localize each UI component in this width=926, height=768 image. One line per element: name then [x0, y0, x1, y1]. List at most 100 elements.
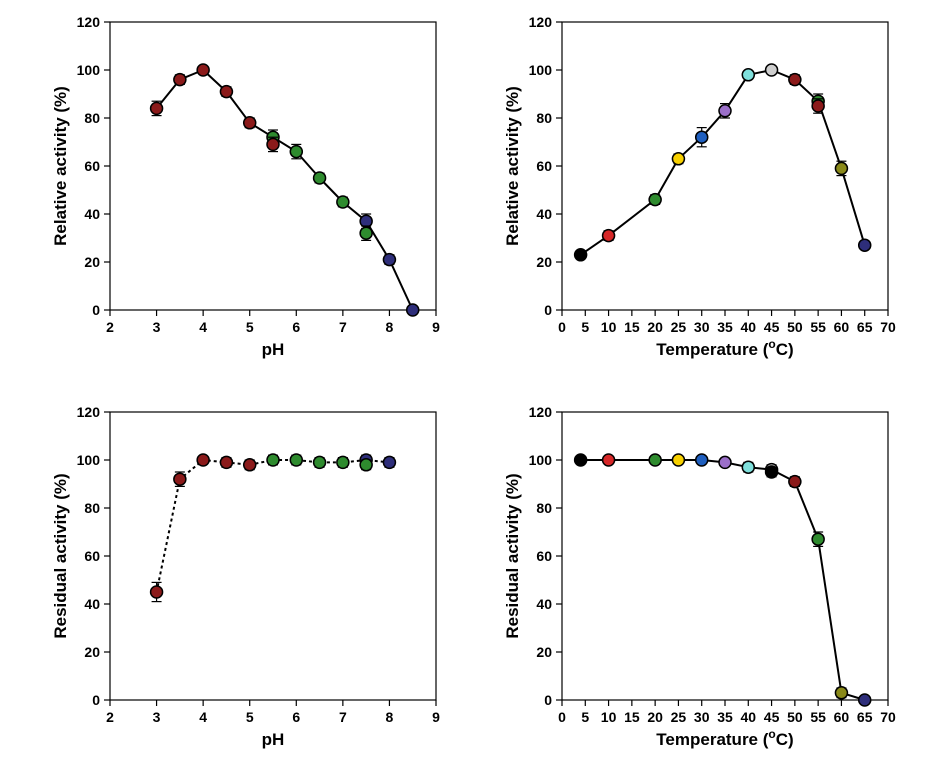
chart-svg: 23456789020406080100120pHRelative activi…: [48, 10, 448, 370]
y-tick-label: 60: [536, 548, 552, 564]
y-tick-label: 80: [536, 500, 552, 516]
y-tick-label: 20: [536, 254, 552, 270]
data-point: [383, 254, 395, 266]
data-point: [383, 456, 395, 468]
x-tick-label: 3: [153, 709, 161, 725]
y-tick-label: 60: [84, 548, 100, 564]
series-line: [157, 70, 413, 310]
data-point: [719, 105, 731, 117]
x-tick-label: 45: [764, 709, 780, 725]
x-tick-label: 35: [717, 319, 733, 335]
data-point: [244, 459, 256, 471]
x-axis-title: Temperature (oC): [656, 337, 793, 359]
data-point: [859, 694, 871, 706]
x-tick-label: 25: [671, 319, 687, 335]
data-point: [812, 533, 824, 545]
y-tick-label: 20: [84, 644, 100, 660]
x-tick-label: 60: [834, 709, 850, 725]
data-point: [575, 454, 587, 466]
data-point: [575, 249, 587, 261]
data-point: [812, 100, 824, 112]
data-point: [314, 172, 326, 184]
data-point: [151, 586, 163, 598]
data-point: [766, 64, 778, 76]
x-tick-label: 5: [581, 319, 589, 335]
chart-svg: 0510152025303540455055606570020406080100…: [500, 10, 900, 370]
data-point: [267, 138, 279, 150]
x-tick-label: 25: [671, 709, 687, 725]
x-tick-label: 40: [740, 319, 756, 335]
y-tick-label: 100: [529, 62, 553, 78]
x-tick-label: 10: [601, 709, 617, 725]
x-tick-label: 65: [857, 709, 873, 725]
x-tick-label: 3: [153, 319, 161, 335]
x-tick-label: 50: [787, 709, 803, 725]
x-axis-title: pH: [262, 340, 285, 359]
x-tick-label: 30: [694, 709, 710, 725]
x-tick-label: 10: [601, 319, 617, 335]
x-tick-label: 30: [694, 319, 710, 335]
data-point: [603, 230, 615, 242]
data-point: [360, 459, 372, 471]
chart-svg: 23456789020406080100120pHResidual activi…: [48, 400, 448, 760]
x-tick-label: 8: [386, 319, 394, 335]
x-tick-label: 0: [558, 319, 566, 335]
data-point: [789, 476, 801, 488]
panel-ph-relative: 23456789020406080100120pHRelative activi…: [48, 10, 448, 370]
data-point: [197, 64, 209, 76]
x-tick-label: 7: [339, 709, 347, 725]
y-tick-label: 120: [77, 404, 101, 420]
x-tick-label: 0: [558, 709, 566, 725]
panel-temp-residual: 0510152025303540455055606570020406080100…: [500, 400, 900, 760]
data-point: [789, 74, 801, 86]
y-tick-label: 40: [536, 206, 552, 222]
x-tick-label: 50: [787, 319, 803, 335]
x-tick-label: 20: [647, 319, 663, 335]
x-tick-label: 45: [764, 319, 780, 335]
y-tick-label: 80: [84, 110, 100, 126]
data-point: [244, 117, 256, 129]
data-point: [766, 466, 778, 478]
x-tick-label: 2: [106, 709, 114, 725]
y-tick-label: 40: [84, 206, 100, 222]
y-tick-label: 40: [536, 596, 552, 612]
data-point: [151, 102, 163, 114]
x-tick-label: 4: [199, 709, 207, 725]
chart-svg: 0510152025303540455055606570020406080100…: [500, 400, 900, 760]
y-tick-label: 120: [77, 14, 101, 30]
data-point: [742, 69, 754, 81]
data-point: [649, 454, 661, 466]
data-point: [835, 687, 847, 699]
data-point: [337, 196, 349, 208]
y-tick-label: 60: [84, 158, 100, 174]
y-tick-label: 120: [529, 404, 553, 420]
series-line: [157, 460, 390, 592]
x-tick-label: 70: [880, 709, 896, 725]
data-point: [719, 456, 731, 468]
data-point: [197, 454, 209, 466]
y-axis-title: Relative activity (%): [503, 86, 522, 246]
y-tick-label: 40: [84, 596, 100, 612]
y-tick-label: 100: [77, 452, 101, 468]
data-point: [267, 454, 279, 466]
x-axis-title: pH: [262, 730, 285, 749]
x-tick-label: 5: [246, 709, 254, 725]
x-tick-label: 6: [292, 319, 300, 335]
y-tick-label: 100: [77, 62, 101, 78]
y-tick-label: 20: [84, 254, 100, 270]
x-tick-label: 9: [432, 319, 440, 335]
figure-4panel: 23456789020406080100120pHRelative activi…: [0, 0, 926, 768]
y-axis-title: Residual activity (%): [51, 473, 70, 638]
data-point: [696, 131, 708, 143]
y-tick-label: 100: [529, 452, 553, 468]
data-point: [220, 86, 232, 98]
data-point: [672, 454, 684, 466]
x-tick-label: 70: [880, 319, 896, 335]
y-tick-label: 120: [529, 14, 553, 30]
x-tick-label: 8: [386, 709, 394, 725]
x-tick-label: 4: [199, 319, 207, 335]
x-tick-label: 55: [810, 319, 826, 335]
x-tick-label: 15: [624, 319, 640, 335]
x-tick-label: 35: [717, 709, 733, 725]
x-tick-label: 40: [740, 709, 756, 725]
